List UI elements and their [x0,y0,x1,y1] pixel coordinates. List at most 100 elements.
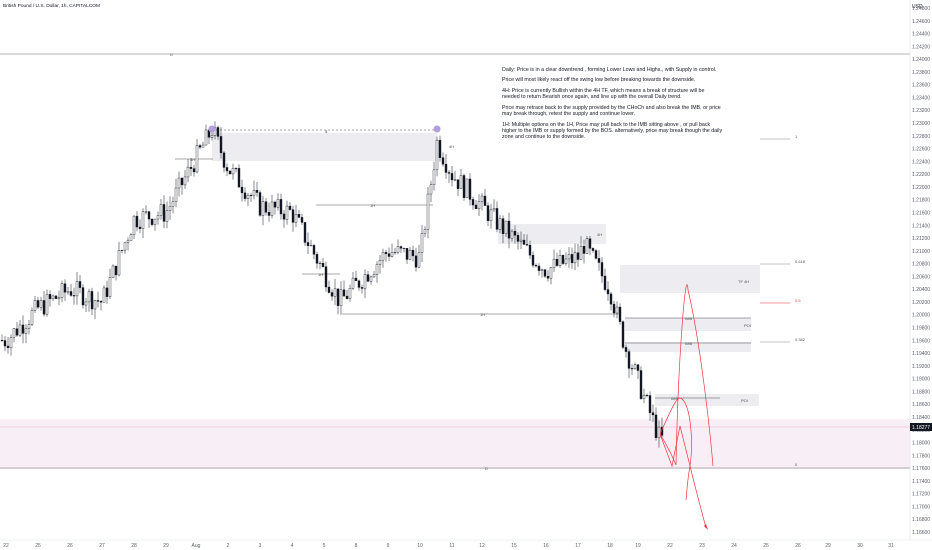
candle-body [546,276,550,279]
price-tick-label: 1.24600 [912,19,930,25]
price-tick-label: 1.21400 [912,223,930,229]
price-tick-label: 1.22600 [912,147,930,153]
candle-body [252,190,256,196]
price-tick-label: 1.21600 [912,210,930,216]
note-retrace-b: may break through, retest the supply and… [502,111,635,117]
candle-body [186,166,190,178]
candle-body [594,250,598,259]
price-axis-bg [910,0,932,540]
candle-body [258,192,262,216]
candle-body [375,264,379,275]
time-axis-labels[interactable]: 22 25 26 27 28 29 Aug 2 3 4 5 8 9 10 11 12 15 16 17 18 19 22 2… [3,543,894,549]
swing-high-marker-right[interactable] [433,125,441,133]
candle-body [369,276,373,282]
time-tick-label: 11 [449,543,454,549]
candle-body [357,280,361,288]
price-tick-label: 1.22000 [912,185,930,191]
candle-body [576,252,580,260]
price-tick-label: 1.24000 [912,57,930,63]
candle-body [105,287,109,297]
candle-body [606,289,610,295]
candle-body [249,194,253,196]
label-imb-3: IMB [671,396,678,401]
candle-body [432,169,436,185]
candle-body [138,226,142,229]
time-tick-label: 26 [795,543,801,549]
candle-body [108,277,112,297]
imb-zone-2 [625,342,751,352]
projections [659,284,714,530]
candle-body [501,218,505,234]
candle-body [126,240,130,243]
candle-body [645,395,649,397]
time-tick-label: 5 [323,543,326,549]
candle-body [246,194,250,199]
candle-body [582,246,586,254]
projection-path-a[interactable] [659,284,714,467]
note-1h-c: zone and continue to the downside. [502,134,585,140]
candle-body [96,300,100,302]
time-tick-label: 22 [3,543,9,549]
fib-label-0618: 0.618 [795,259,806,264]
candle-body [90,291,94,310]
zones [0,133,910,469]
candle-body [261,201,265,216]
price-tick-label: 1.20600 [912,274,930,280]
time-tick-label: 4 [291,543,294,549]
price-tick-label: 1.21000 [912,249,930,255]
candle-body [528,244,532,256]
candle-body [384,252,388,254]
candle-body [15,328,19,336]
price-tick-label: 1.24200 [912,44,930,50]
label-4h-right: 4H [597,232,602,237]
price-tick-label: 1.20400 [912,287,930,293]
candle-body [348,288,352,299]
candle-body [438,139,442,158]
candle-body [45,294,49,315]
candle-body [525,244,529,246]
swing-high-marker-left[interactable] [208,125,216,133]
candle-body [0,340,4,342]
note-1h-b: higher to the IMB or supply formed by th… [502,128,722,134]
candle-body [63,283,67,293]
note-1h-a: 1H: Multiple options on the 1H, Price ma… [502,122,711,128]
price-tick-label: 1.16600 [912,530,930,536]
candle-body [486,205,490,221]
candle-body [339,289,343,306]
candle-body [132,215,136,235]
candle-body [237,168,241,188]
candle-body [639,370,643,399]
candle-body [144,211,148,213]
price-axis-labels[interactable]: 1.24800 1.24600 1.24400 1.24200 1.24000 1.238… [912,6,930,536]
candle-body [531,254,535,266]
candle-body [489,209,493,221]
label-s: $ [325,129,328,134]
candle-body [297,214,301,218]
candle-body [276,199,280,208]
candle-body [264,201,268,213]
projection-path-b[interactable] [659,397,692,501]
candle-body [564,258,568,264]
candle-body [222,152,226,168]
candle-body [51,295,55,300]
time-tick-label: 29 [825,543,831,549]
note-4h-a: 4H: Price is currently Bullish within th… [502,88,704,94]
candle-body [609,293,613,305]
candle-body [81,287,85,306]
candle-body [240,186,244,194]
daily-demand-zone [0,419,910,469]
candle-body [84,301,88,306]
candle-body [153,218,157,225]
candle-body [426,193,430,230]
symbol-title: British Pound / U.S. Dollar, 1h, CAPITAL… [3,3,100,9]
candle-body [285,205,289,220]
candle-body [444,163,448,173]
projection-path-c[interactable] [659,425,707,529]
candle-body [294,214,298,223]
candle-body [354,277,358,282]
candle-body [198,145,202,148]
candle-body [321,262,325,267]
candle-body [504,220,508,234]
supply-zone-4h-right [620,265,760,293]
